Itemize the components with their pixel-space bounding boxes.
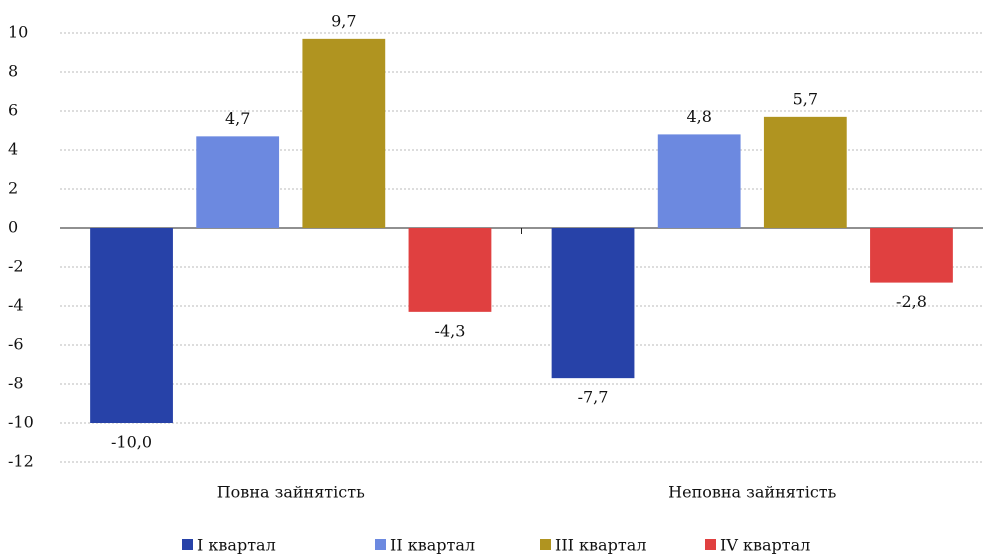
bar — [763, 116, 847, 228]
legend-label: IV квартал — [720, 536, 810, 555]
y-tick-label: -12 — [8, 452, 34, 471]
bar — [90, 228, 173, 423]
data-label: 5,7 — [793, 89, 818, 108]
data-label: -7,7 — [578, 388, 609, 407]
x-tick-label: Повна зайнятість — [217, 483, 365, 502]
data-label: 4,7 — [225, 109, 250, 128]
bar — [657, 134, 741, 228]
legend-label: II квартал — [390, 536, 475, 555]
y-tick-label: -8 — [8, 374, 24, 393]
legend-swatch — [182, 539, 193, 550]
y-tick-label: -4 — [8, 296, 24, 315]
x-tick-label: Неповна зайнятість — [668, 483, 836, 502]
bar — [870, 228, 953, 283]
y-tick-label: -10 — [8, 413, 34, 432]
bar — [302, 38, 386, 228]
data-label: 4,8 — [686, 107, 711, 126]
legend-swatch — [705, 539, 716, 550]
bar — [408, 228, 492, 312]
data-label: 9,7 — [331, 11, 356, 30]
data-label: -10,0 — [111, 433, 152, 452]
y-tick-label: 10 — [8, 23, 28, 42]
data-label: -2,8 — [896, 292, 927, 311]
bar — [551, 228, 635, 379]
legend-swatch — [375, 539, 386, 550]
bar — [196, 136, 280, 228]
y-tick-label: 2 — [8, 179, 18, 198]
y-tick-label: -6 — [8, 335, 24, 354]
legend-label: I квартал — [197, 536, 276, 555]
y-tick-label: 0 — [8, 218, 18, 237]
data-label: -4,3 — [435, 321, 466, 340]
y-tick-label: 4 — [8, 140, 18, 159]
legend-swatch — [540, 539, 551, 550]
y-tick-label: -2 — [8, 257, 24, 276]
y-tick-label: 8 — [8, 62, 18, 81]
legend-label: III квартал — [555, 536, 646, 555]
y-tick-label: 6 — [8, 101, 18, 120]
